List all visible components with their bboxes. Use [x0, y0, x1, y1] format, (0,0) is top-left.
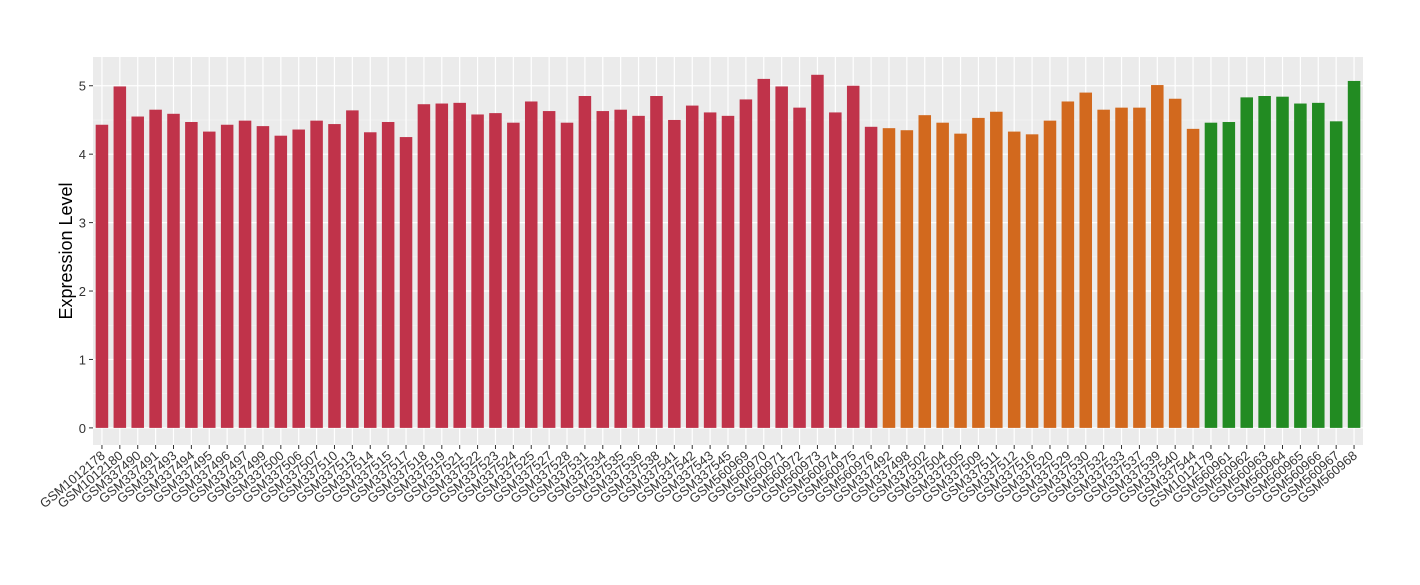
bar	[417, 104, 431, 428]
y-tick-label: 4	[79, 147, 86, 162]
bar	[256, 126, 270, 428]
bar	[1043, 120, 1057, 428]
bar	[703, 112, 717, 428]
bar	[775, 86, 788, 428]
bar	[739, 99, 753, 428]
bar	[793, 107, 806, 428]
bar	[846, 85, 860, 428]
y-tick-label: 5	[79, 79, 86, 94]
bar	[972, 117, 985, 428]
y-tick-label: 1	[79, 352, 86, 367]
bar	[381, 122, 395, 428]
bar	[220, 124, 234, 428]
bar	[310, 120, 323, 428]
bar	[1115, 107, 1128, 428]
bar	[435, 103, 449, 428]
bar	[1276, 96, 1289, 428]
y-tick-label: 3	[79, 216, 86, 231]
bar	[936, 122, 949, 428]
bar	[1168, 98, 1182, 428]
bar	[1007, 131, 1021, 428]
bar	[131, 116, 144, 428]
bar	[918, 115, 932, 428]
bar	[757, 78, 771, 428]
bar	[811, 74, 824, 428]
bar	[864, 126, 878, 428]
bar	[882, 128, 896, 428]
bar	[578, 96, 592, 428]
bar	[1294, 103, 1307, 428]
bar	[238, 120, 252, 428]
bar	[900, 130, 914, 428]
bar	[363, 132, 377, 428]
bar	[471, 114, 484, 428]
bar	[1061, 101, 1075, 428]
bar	[1222, 122, 1236, 428]
bar	[1240, 97, 1253, 428]
y-axis-label: Expression Level	[56, 182, 76, 319]
bar	[507, 122, 520, 428]
bar	[1258, 96, 1271, 428]
y-tick-label: 0	[79, 421, 86, 436]
bar	[1186, 128, 1200, 428]
bar	[274, 135, 288, 428]
bar	[990, 111, 1003, 428]
bar	[632, 115, 645, 428]
bar	[1151, 85, 1164, 428]
bar	[542, 111, 556, 428]
bar	[954, 133, 967, 428]
bar	[1025, 134, 1039, 428]
bar	[453, 102, 466, 428]
bar	[524, 101, 538, 428]
bar	[328, 124, 341, 428]
bar	[167, 113, 180, 428]
bar	[668, 119, 681, 428]
bar	[1347, 80, 1361, 428]
bar	[1312, 102, 1325, 428]
bar	[614, 109, 627, 428]
bar	[829, 112, 842, 428]
bar	[1329, 121, 1343, 428]
y-tick-label: 2	[79, 284, 86, 299]
bar	[185, 122, 198, 428]
bar	[203, 131, 216, 428]
bar	[95, 124, 109, 428]
bar	[560, 122, 574, 428]
bar	[1133, 107, 1146, 428]
bar	[596, 111, 610, 428]
bar	[650, 96, 663, 428]
bar	[346, 110, 359, 428]
bar	[721, 115, 735, 428]
bar	[1204, 122, 1218, 428]
bar	[1079, 92, 1093, 428]
bar	[149, 109, 162, 428]
bar	[113, 86, 127, 428]
bar	[489, 113, 502, 428]
bar	[292, 129, 305, 428]
bar	[685, 105, 699, 428]
bar	[399, 137, 413, 428]
bar	[1097, 109, 1110, 428]
